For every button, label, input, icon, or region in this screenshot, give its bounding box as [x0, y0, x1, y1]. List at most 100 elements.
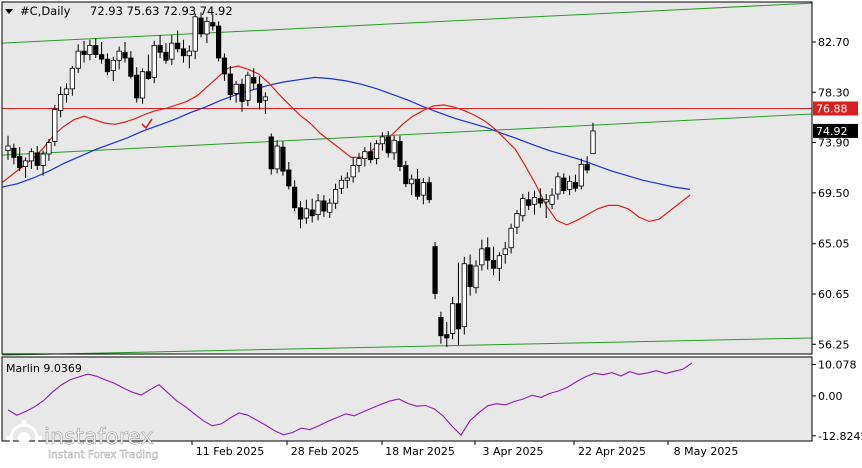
candle: [514, 210, 520, 234]
candle-body: [292, 186, 298, 209]
candle: [479, 239, 485, 271]
candle-body: [104, 58, 111, 73]
candle: [63, 83, 70, 103]
candle: [256, 76, 263, 110]
osc-tick-label: -12.8245: [818, 430, 862, 443]
candle-body: [403, 165, 409, 185]
candle: [584, 156, 590, 174]
candle-body: [233, 83, 239, 94]
candle: [233, 80, 239, 103]
candle: [134, 67, 140, 103]
annotation-check-icon: [141, 118, 153, 130]
candle: [409, 174, 415, 196]
candle: [385, 131, 391, 158]
candle-body: [99, 54, 105, 60]
candle: [455, 262, 462, 345]
candle: [338, 175, 345, 194]
candle: [444, 322, 450, 348]
candle-body: [11, 147, 17, 158]
candle-body: [502, 248, 508, 255]
candle: [327, 198, 333, 218]
candle-body: [473, 265, 479, 289]
candle-body: [69, 67, 75, 90]
candle-body: [63, 88, 70, 95]
candle: [180, 39, 187, 63]
candle-body: [467, 264, 473, 287]
candle-body: [485, 247, 491, 261]
candle-body: [157, 45, 163, 53]
candle-body: [134, 74, 140, 99]
candle-body: [572, 182, 579, 189]
price-tick-label: 60.65: [818, 288, 850, 301]
oscillator-label: Marlin 9.0369: [6, 362, 82, 375]
candle: [502, 242, 508, 264]
osc-tick-label: 0.00: [818, 390, 843, 403]
candle-body: [256, 83, 263, 103]
candle-body: [397, 141, 403, 167]
candle-body: [286, 169, 292, 187]
candle-body: [46, 142, 52, 155]
candle-body: [198, 17, 204, 35]
last-price-tag: 74.92: [813, 123, 858, 138]
candle-body: [239, 83, 245, 102]
candle: [555, 172, 561, 200]
price-tick-label: 56.25: [818, 338, 850, 351]
candle: [227, 66, 233, 101]
candle: [157, 35, 163, 58]
time-tick-label: 8 May 2025: [674, 445, 739, 458]
price-tick-label: 65.05: [818, 238, 850, 251]
candle: [572, 174, 579, 192]
candle: [274, 140, 280, 174]
candle: [537, 188, 543, 208]
candle-body: [432, 246, 438, 294]
candle: [122, 42, 128, 63]
candle: [192, 13, 198, 60]
candle: [344, 172, 350, 189]
candle-body: [163, 51, 169, 61]
candle-body: [180, 48, 187, 57]
dropdown-triangle-icon[interactable]: [5, 9, 13, 14]
candle: [169, 35, 175, 65]
oscillator-axis: 10.078 0.00 -12.8245: [812, 359, 862, 443]
candle: [75, 44, 81, 73]
candle-body: [139, 71, 146, 99]
candle-body: [549, 194, 555, 205]
candle-body: [75, 50, 81, 69]
candle: [473, 260, 479, 294]
candle: [321, 195, 327, 217]
candle-body: [309, 209, 315, 217]
candle-body: [81, 50, 87, 55]
candle: [461, 256, 467, 335]
last-price-tag-text: 74.92: [816, 125, 848, 138]
candle-body: [93, 45, 99, 55]
candle-body: [297, 207, 304, 220]
candle-body: [321, 200, 327, 212]
marlin-line: [7, 362, 693, 436]
candle: [420, 178, 426, 205]
time-tick-label: 28 Feb 2025: [291, 445, 359, 458]
candle-body: [22, 160, 29, 167]
candle-body: [110, 59, 116, 71]
candle: [139, 68, 146, 104]
time-tick-label: 18 Mar 2025: [385, 445, 455, 458]
time-tick-label: 3 Apr 2025: [482, 445, 543, 458]
candle: [309, 198, 315, 223]
candle-body: [262, 96, 269, 101]
watermark-brand: instaforex: [44, 425, 154, 450]
candle: [543, 194, 549, 218]
candle: [496, 252, 503, 281]
time-tick-label: 22 Apr 2025: [578, 445, 646, 458]
candle-body: [561, 177, 567, 191]
instaforex-logo-icon: [6, 420, 42, 456]
last-price-tag-bg: [813, 123, 858, 138]
candle: [204, 16, 210, 44]
candle-body: [268, 136, 274, 170]
candle-body: [537, 198, 543, 204]
candle: [356, 152, 362, 173]
candle: [426, 176, 432, 204]
instaforex-watermark: instaforex Instant Forex Trading: [6, 418, 182, 462]
candle: [315, 194, 321, 221]
price-panel-frame: [1, 1, 813, 355]
candle-body: [274, 145, 280, 170]
